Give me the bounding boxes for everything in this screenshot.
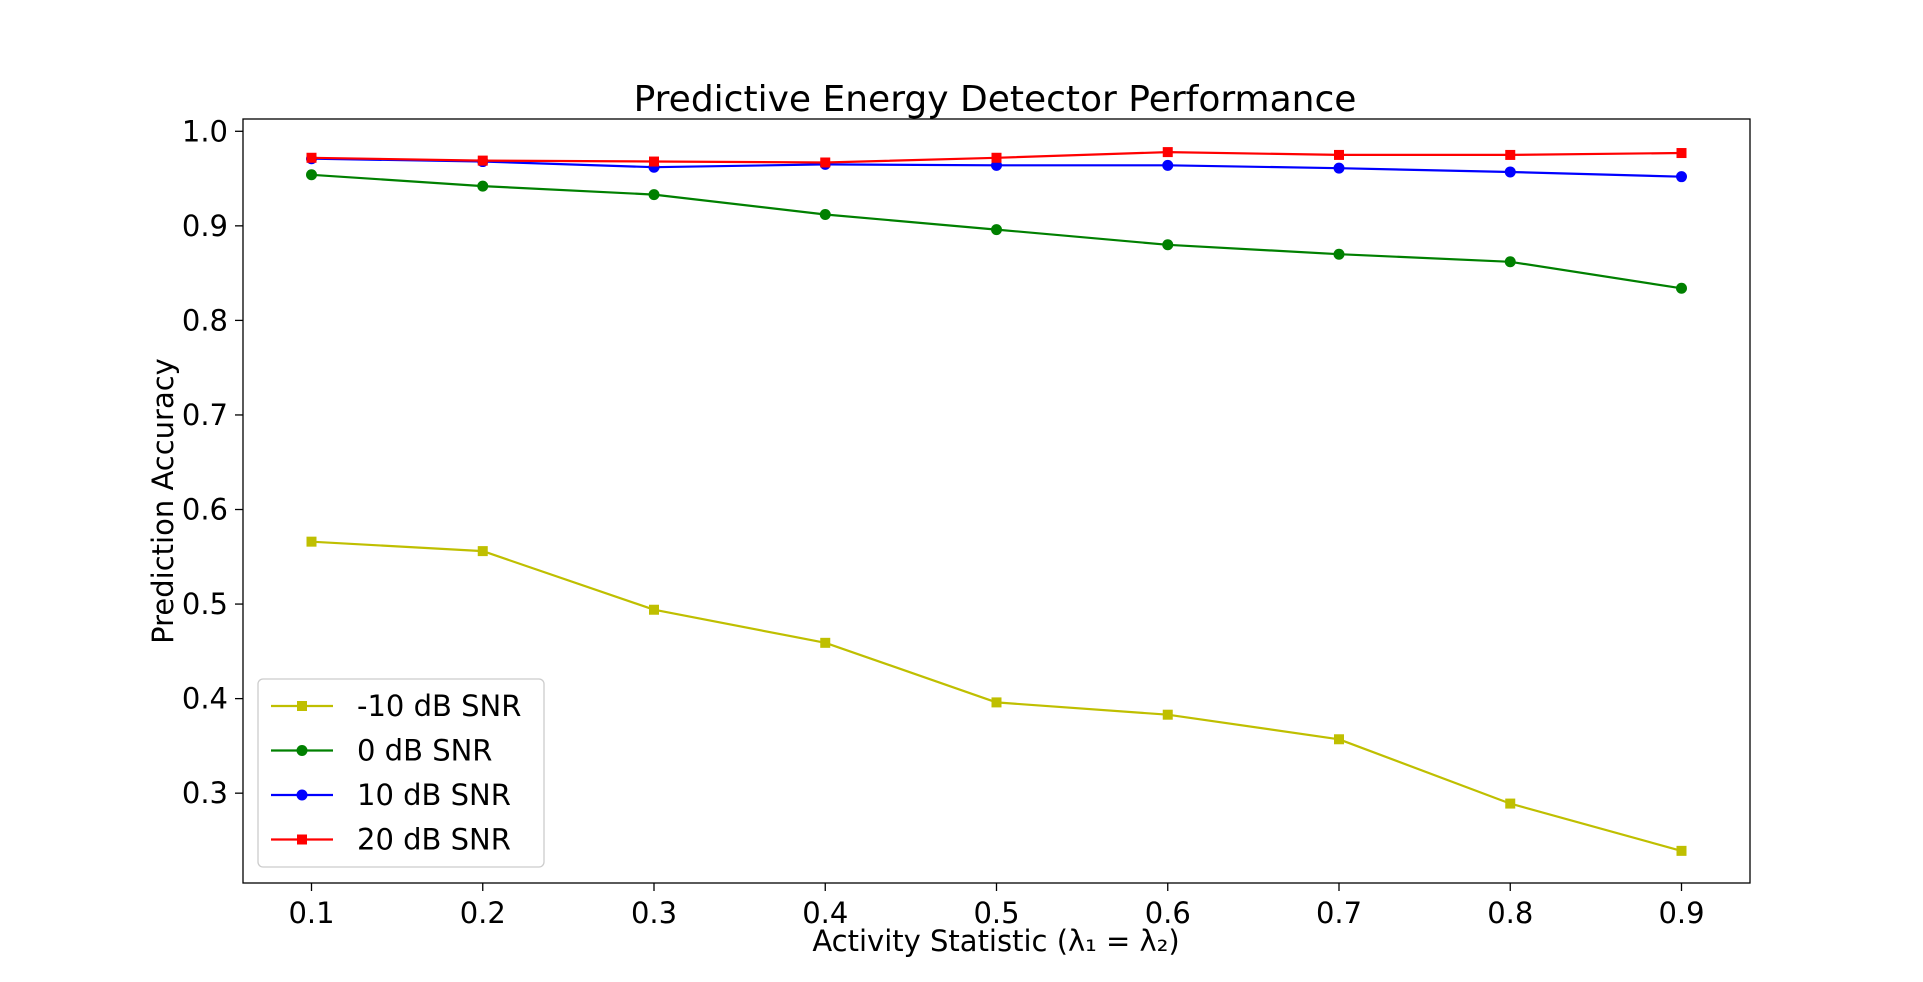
x-tick-label: 0.5 — [973, 896, 1019, 930]
legend-label: 0 dB SNR — [357, 734, 492, 768]
legend-label: 20 dB SNR — [357, 823, 511, 857]
data-point — [1504, 166, 1516, 178]
y-tick-label: 0.8 — [182, 303, 228, 337]
data-point — [991, 152, 1002, 163]
data-point — [306, 169, 317, 181]
data-point — [1676, 148, 1687, 159]
data-point — [1162, 709, 1173, 720]
y-tick-label: 1.0 — [182, 114, 228, 148]
x-tick-label: 0.8 — [1487, 896, 1533, 930]
data-point — [1162, 147, 1173, 158]
x-tick-label: 0.3 — [631, 896, 677, 930]
legend-box — [257, 678, 545, 868]
data-point — [820, 157, 831, 168]
x-tick-label: 0.7 — [1316, 896, 1362, 930]
y-tick-label: 0.7 — [182, 398, 228, 432]
y-tick-label: 0.5 — [182, 587, 228, 621]
x-axis-label: Activity Statistic (λ₁ = λ₂) — [812, 924, 1179, 958]
data-point — [306, 536, 317, 547]
legend-swatch-marker — [297, 701, 307, 711]
legend-swatch-marker — [296, 745, 308, 756]
data-point — [306, 152, 317, 163]
data-point — [477, 155, 488, 166]
data-point — [991, 224, 1002, 236]
data-point — [1676, 845, 1687, 856]
y-tick-label: 0.9 — [182, 209, 228, 243]
y-tick-label: 0.3 — [182, 776, 228, 810]
legend-swatch-marker — [297, 834, 307, 845]
data-point — [1333, 248, 1345, 260]
x-tick-label: 0.1 — [288, 896, 334, 930]
data-point — [1334, 149, 1344, 160]
legend-swatch-marker — [296, 789, 308, 801]
data-point — [1334, 734, 1344, 745]
data-point — [1333, 162, 1345, 174]
data-point — [819, 209, 831, 220]
chart-title: Predictive Energy Detector Performance — [634, 79, 1357, 120]
data-point — [1162, 239, 1174, 251]
legend-label: -10 dB SNR — [357, 689, 521, 723]
data-point — [1676, 171, 1687, 183]
series-0 — [306, 536, 1687, 856]
plot-frame — [242, 118, 1751, 884]
legend-item: -10 dB SNR — [271, 689, 521, 723]
legend-item: 10 dB SNR — [271, 778, 511, 812]
data-point — [648, 189, 660, 201]
data-point — [649, 156, 659, 167]
legend: -10 dB SNR 0 dB SNR 10 dB SNR 20 dB SNR — [257, 678, 545, 868]
x-tick-label: 0.2 — [460, 896, 506, 930]
legend-item: 20 dB SNR — [271, 823, 511, 857]
tick-group: 0.1 0.2 0.3 0.4 0.5 0.6 0.7 0.8 0.9 0.3 0.4 0.5 0.6 0… — [182, 114, 1705, 930]
data-point — [1504, 256, 1516, 268]
legend-label: 10 dB SNR — [357, 778, 511, 812]
data-point — [1162, 159, 1174, 171]
data-point — [991, 697, 1002, 708]
series-1 — [306, 169, 1687, 294]
x-tick-label: 0.9 — [1658, 896, 1704, 930]
data-point — [649, 604, 659, 615]
legend-item: 0 dB SNR — [271, 734, 492, 768]
data-point — [820, 637, 831, 648]
y-tick-label: 0.6 — [182, 493, 228, 527]
data-point — [1505, 798, 1516, 809]
y-tick-label: 0.4 — [182, 682, 228, 716]
x-tick-label: 0.6 — [1145, 896, 1191, 930]
data-point — [1676, 282, 1687, 294]
data-point — [477, 180, 489, 192]
data-point — [1505, 149, 1516, 160]
series-3 — [306, 147, 1687, 168]
series-group — [306, 147, 1687, 856]
y-axis-label: Prediction Accuracy — [146, 358, 180, 644]
x-tick-label: 0.4 — [802, 896, 848, 930]
data-point — [477, 546, 488, 557]
